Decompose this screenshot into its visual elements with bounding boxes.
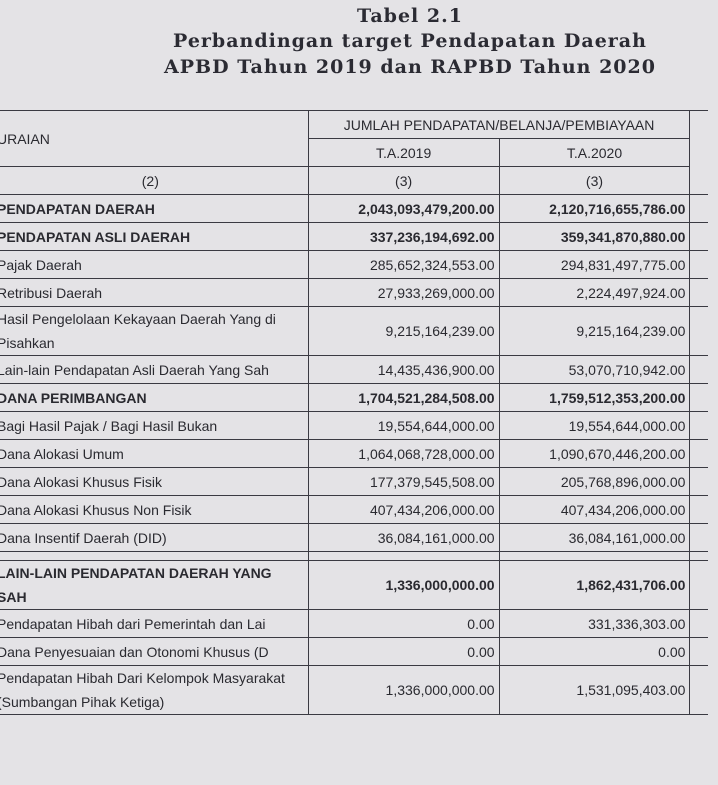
value-ta2019: 337,236,194,692.00 (307, 222, 500, 251)
row-label: PENDAPATAN ASLI DAERAH (0, 222, 309, 251)
value-ta2019: 0.00 (307, 609, 500, 638)
table-row: PENDAPATAN ASLI DAERAH 337,236,194,692.00… (0, 222, 708, 251)
header-ta2019: T.A.2019 (307, 138, 500, 167)
value-ta2020: 1,759,512,353,200.00 (498, 383, 691, 412)
value-ta2020: 9,215,164,239.00 (498, 306, 691, 356)
value-ta2020: 359,341,870,880.00 (498, 222, 691, 251)
value-ta2019: 0.00 (307, 637, 500, 666)
header-ta2020: T.A.2020 (498, 138, 691, 167)
value-ta2020: 407,434,206,000.00 (498, 495, 691, 524)
value-ta2019: 2,043,093,479,200.00 (307, 194, 500, 223)
table-row: Pajak Daerah 285,652,324,553.00 294,831,49… (0, 250, 708, 279)
value-ta2019: 14,435,436,900.00 (307, 355, 500, 384)
header-num-3: (3) (498, 166, 691, 195)
value-ta2020: 205,768,896,000.00 (498, 467, 691, 496)
value-ta2020: 1,862,431,706.00 (498, 560, 691, 610)
value-ta2020: 2,120,716,655,786.00 (498, 194, 691, 223)
table-row: Dana Alokasi Khusus Non Fisik 407,434,206… (0, 495, 708, 524)
table-row: PENDAPATAN DAERAH 2,043,093,479,200.00 2,1… (0, 194, 708, 223)
row-label: Lain-lain Pendapatan Asli Daerah Yang Sa… (0, 355, 309, 384)
table-row: Lain-lain Pendapatan Asli Daerah Yang Sa… (0, 355, 708, 384)
table-row: DANA PERIMBANGAN 1,704,521,284,508.00 1,75… (0, 383, 708, 412)
table-row: Dana Insentif Daerah (DID) 36,084,161,000… (0, 523, 708, 552)
row-label: PENDAPATAN DAERAH (0, 194, 309, 223)
row-label: Dana Insentif Daerah (DID) (0, 523, 309, 552)
value-ta2019: 1,336,000,000.00 (307, 560, 500, 610)
value-ta2019: 1,704,521,284,508.00 (307, 383, 500, 412)
value-ta2020: 1,531,095,403.00 (498, 665, 691, 715)
spacer-row (0, 551, 708, 561)
row-label: Pajak Daerah (0, 250, 309, 279)
table-row: Retribusi Daerah 27,933,269,000.00 2,224,4… (0, 278, 708, 307)
value-ta2019: 36,084,161,000.00 (307, 523, 500, 552)
row-label: Pendapatan Hibah Dari Kelompok Masyaraka… (0, 665, 309, 715)
row-label: Bagi Hasil Pajak / Bagi Hasil Bukan (0, 411, 309, 440)
row-label: Hasil Pengelolaan Kekayaan Daerah Yang d… (0, 306, 309, 356)
value-ta2019: 177,379,545,508.00 (307, 467, 500, 496)
value-ta2019: 27,933,269,000.00 (307, 278, 500, 307)
value-ta2019: 19,554,644,000.00 (307, 411, 500, 440)
table-caption: Tabel 2.1 Perbandingan target Pendapatan… (100, 4, 718, 80)
value-ta2019: 285,652,324,553.00 (307, 250, 500, 279)
row-label: Dana Alokasi Khusus Fisik (0, 467, 309, 496)
row-label: Retribusi Daerah (0, 278, 309, 307)
header-num-2: (3) (307, 166, 500, 195)
table-subtitle: APBD Tahun 2019 dan RAPBD Tahun 2020 (164, 56, 656, 78)
table-number: Tabel 2.1 (357, 5, 463, 27)
value-ta2019: 1,064,068,728,000.00 (307, 439, 500, 468)
table-row: LAIN-LAIN PENDAPATAN DAERAH YANG SAH 1,33… (0, 560, 708, 610)
table-row: Dana Alokasi Khusus Fisik 177,379,545,508… (0, 467, 708, 496)
header-num-1: (2) (0, 166, 309, 195)
value-ta2019: 1,336,000,000.00 (307, 665, 500, 715)
value-ta2020: 19,554,644,000.00 (498, 411, 691, 440)
table-row: Hasil Pengelolaan Kekayaan Daerah Yang d… (0, 306, 708, 356)
header-group: JUMLAH PENDAPATAN/BELANJA/PEMBIAYAAN (307, 110, 691, 139)
value-ta2019: 407,434,206,000.00 (307, 495, 500, 524)
table-title: Perbandingan target Pendapatan Daerah (173, 30, 647, 52)
revenue-comparison-table: URAIAN JUMLAH PENDAPATAN/BELANJA/PEMBIAY… (0, 110, 708, 715)
row-label: LAIN-LAIN PENDAPATAN DAERAH YANG SAH (0, 560, 309, 610)
row-label: Dana Alokasi Umum (0, 439, 309, 468)
value-ta2020: 36,084,161,000.00 (498, 523, 691, 552)
value-ta2020: 53,070,710,942.00 (498, 355, 691, 384)
row-label: Pendapatan Hibah dari Pemerintah dan Lai (0, 609, 309, 638)
row-label: DANA PERIMBANGAN (0, 383, 309, 412)
row-label: Dana Alokasi Khusus Non Fisik (0, 495, 309, 524)
table-row: Pendapatan Hibah Dari Kelompok Masyaraka… (0, 665, 708, 715)
table-row: Pendapatan Hibah dari Pemerintah dan Lai… (0, 609, 708, 638)
value-ta2020: 294,831,497,775.00 (498, 250, 691, 279)
row-label: Dana Penyesuaian dan Otonomi Khusus (D (0, 637, 309, 666)
header-uraian: URAIAN (0, 110, 309, 167)
value-ta2019: 9,215,164,239.00 (307, 306, 500, 356)
value-ta2020: 1,090,670,446,200.00 (498, 439, 691, 468)
value-ta2020: 331,336,303.00 (498, 609, 691, 638)
value-ta2020: 0.00 (498, 637, 691, 666)
table-row: Dana Alokasi Umum 1,064,068,728,000.00 1,0… (0, 439, 708, 468)
value-ta2020: 2,224,497,924.00 (498, 278, 691, 307)
table-row: Bagi Hasil Pajak / Bagi Hasil Bukan 19,55… (0, 411, 708, 440)
table-row: Dana Penyesuaian dan Otonomi Khusus (D 0.… (0, 637, 708, 666)
